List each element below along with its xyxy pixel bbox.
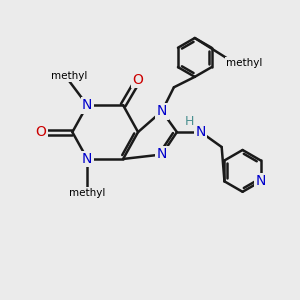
Text: methyl: methyl xyxy=(51,71,88,81)
Text: methyl: methyl xyxy=(69,188,106,198)
Text: methyl: methyl xyxy=(226,58,262,68)
Text: N: N xyxy=(157,104,167,118)
Text: O: O xyxy=(133,73,143,87)
Text: N: N xyxy=(196,125,206,139)
Text: O: O xyxy=(36,125,46,139)
Text: N: N xyxy=(157,148,167,161)
Text: H: H xyxy=(185,115,194,128)
Text: N: N xyxy=(82,152,92,166)
Text: N: N xyxy=(256,174,266,188)
Text: N: N xyxy=(82,98,92,112)
